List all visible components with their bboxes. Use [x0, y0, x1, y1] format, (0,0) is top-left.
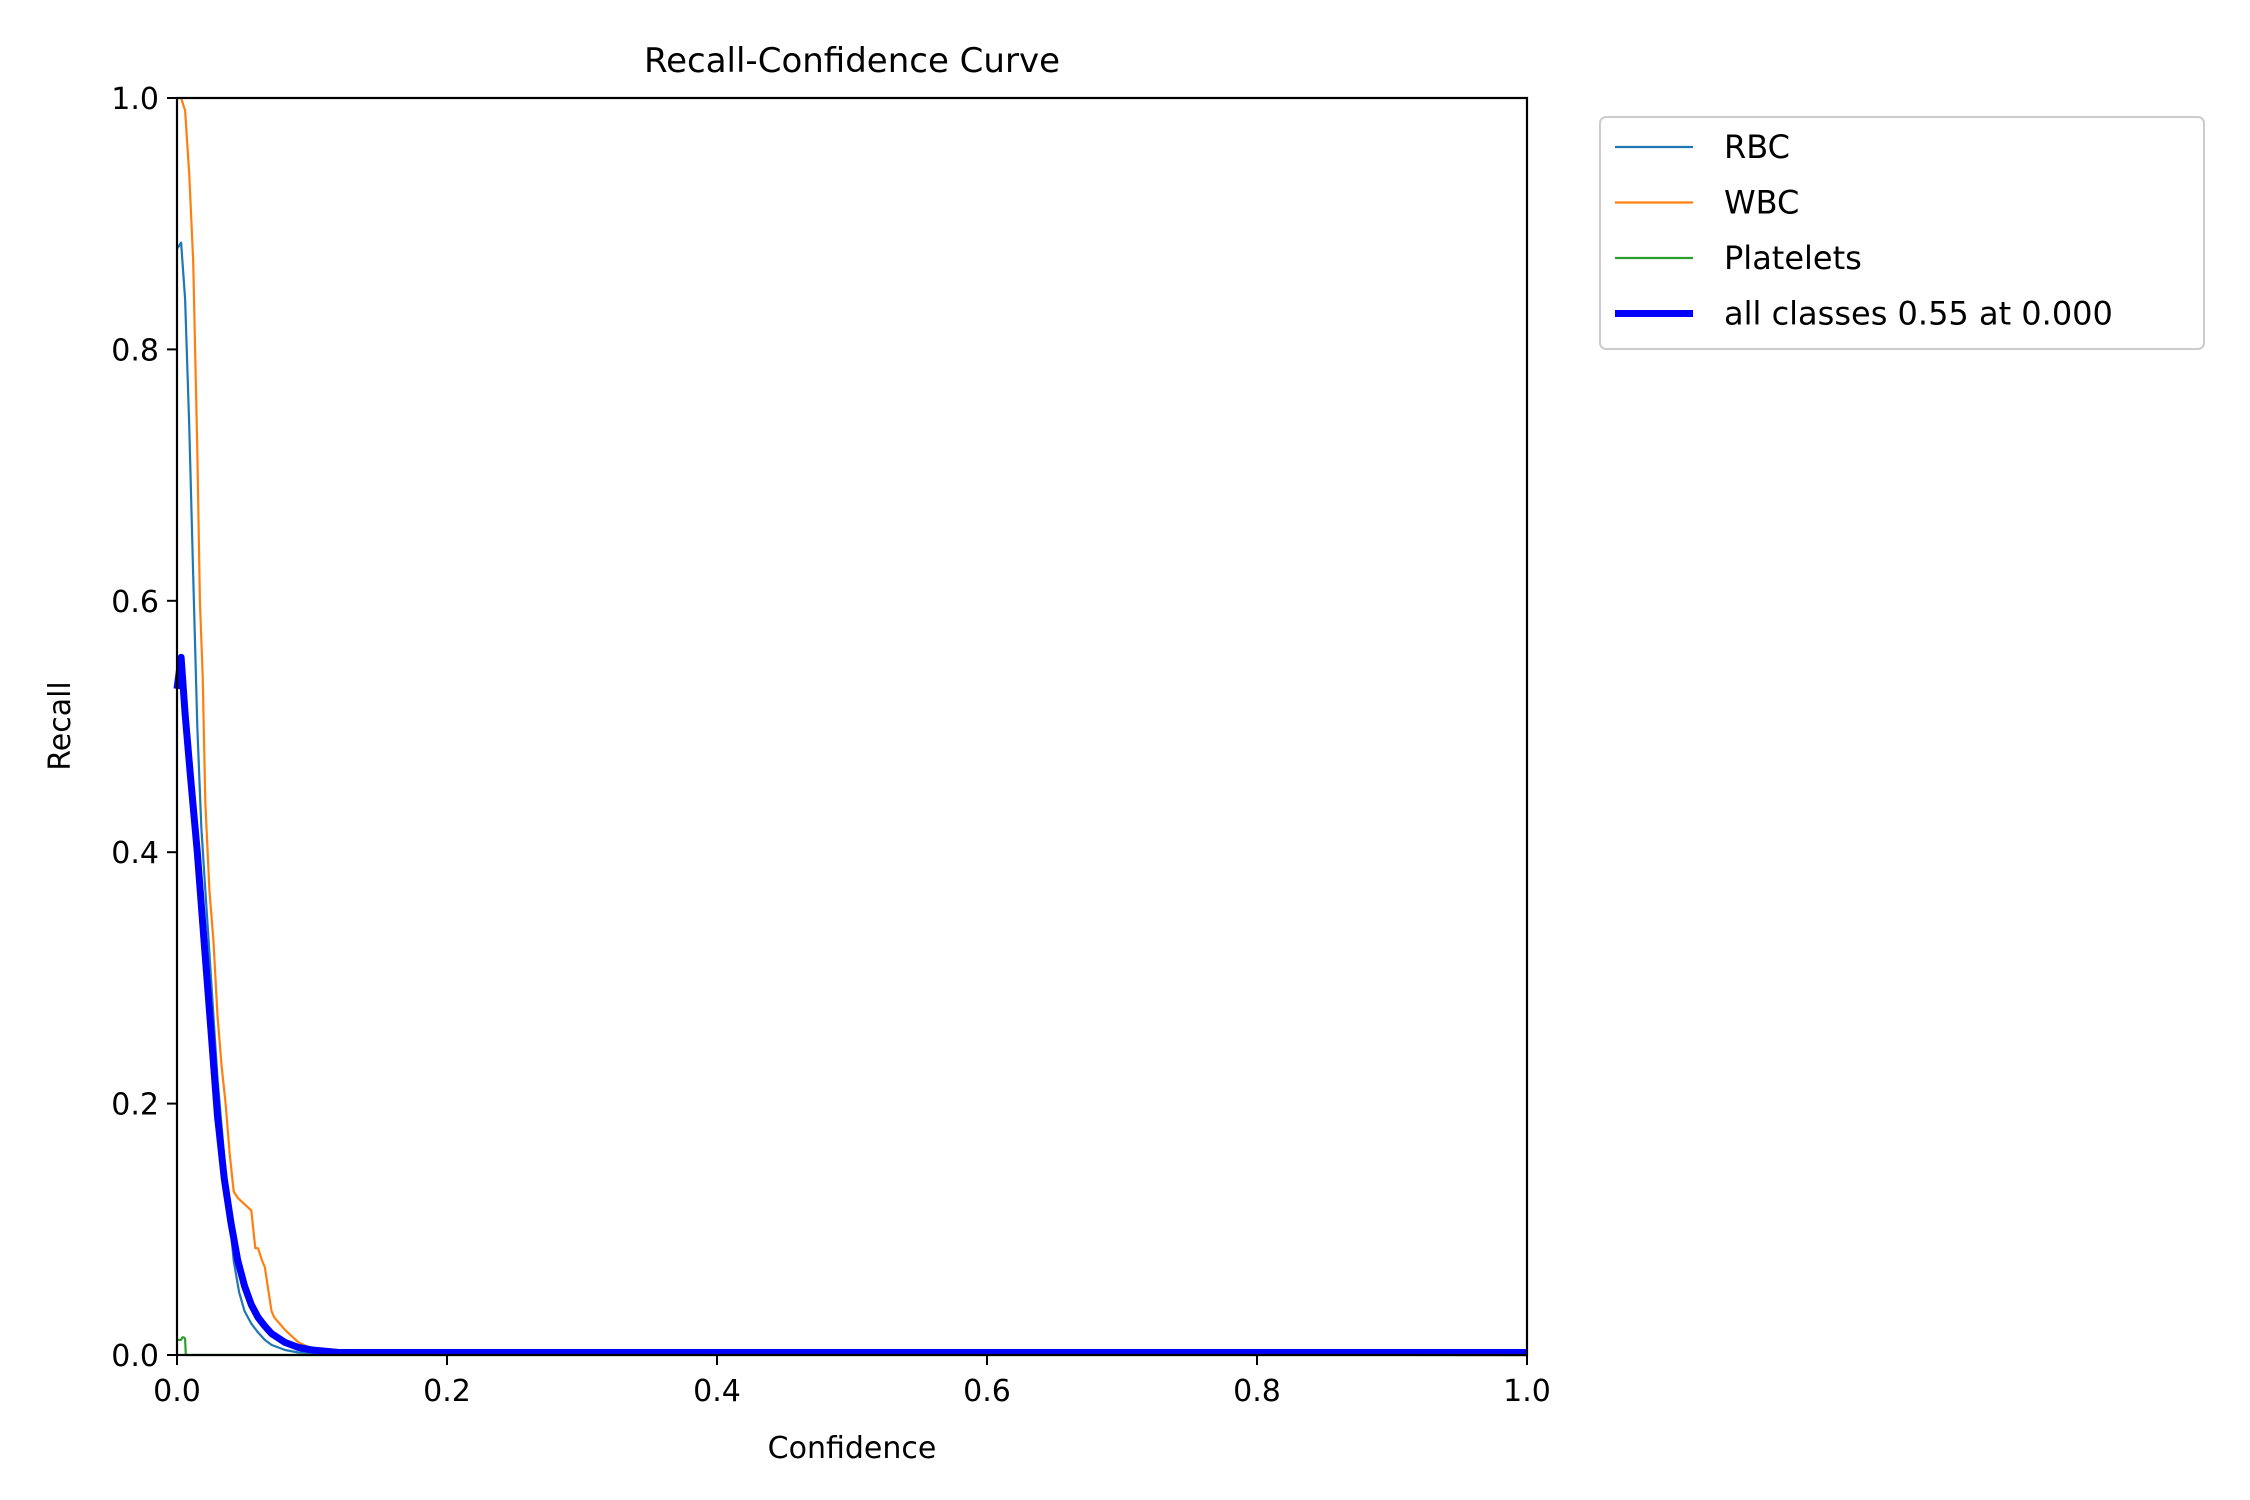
- series-line-3: [173, 653, 1527, 1356]
- y-tick-label: 0.8: [111, 333, 159, 368]
- legend-label-1: WBC: [1724, 184, 1799, 222]
- legend-label-3: all classes 0.55 at 0.000: [1724, 295, 2113, 333]
- legend-items: RBC WBC Platelets all classes 0.55 at 0.000: [1615, 128, 2113, 333]
- series-layer: [173, 97, 1528, 1357]
- series-line-1: [180, 97, 1528, 1357]
- x-axis-label: Confidence: [768, 1431, 937, 1466]
- plot-frame: [175, 96, 1529, 1357]
- y-tick-label: 0.6: [111, 585, 159, 620]
- y-axis-label: Recall: [43, 681, 78, 771]
- legend-label-0: RBC: [1724, 128, 1790, 166]
- y-axis: 0.0 0.2 0.4 0.6 0.8 1.0: [111, 82, 177, 1374]
- x-tick-label: 1.0: [1503, 1374, 1551, 1409]
- x-tick-label: 0.0: [153, 1374, 201, 1409]
- chart-title: Recall-Confidence Curve: [644, 41, 1060, 81]
- y-tick-label: 0.2: [111, 1088, 159, 1123]
- y-tick-label: 1.0: [111, 82, 159, 117]
- x-tick-label: 0.8: [1233, 1374, 1281, 1409]
- x-axis: 0.0 0.2 0.4 0.6 0.8 1.0: [153, 1355, 1551, 1409]
- x-tick-label: 0.4: [693, 1374, 741, 1409]
- legend-box: [1599, 116, 2205, 350]
- legend: RBC WBC Platelets all classes 0.55 at 0.000: [1599, 116, 2205, 350]
- y-tick-label: 0.4: [111, 836, 159, 871]
- y-tick-label: 0.0: [111, 1339, 159, 1374]
- x-tick-label: 0.2: [423, 1374, 471, 1409]
- x-tick-label: 0.6: [963, 1374, 1011, 1409]
- legend-label-2: Platelets: [1724, 239, 1862, 277]
